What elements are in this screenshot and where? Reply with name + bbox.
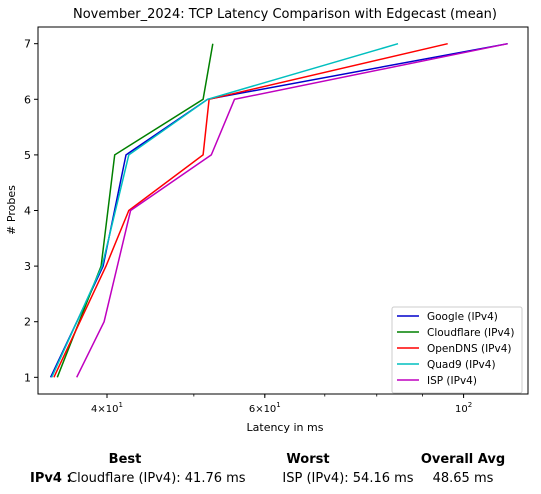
legend: Google (IPv4) Cloudflare (IPv4) OpenDNS (I… xyxy=(391,306,523,394)
y-axis: 1 2 3 4 5 6 7 xyxy=(24,38,38,384)
x-tick-label: 4×101 xyxy=(91,401,123,415)
worst-header: Worst xyxy=(286,452,330,467)
x-tick-label: 102 xyxy=(455,401,472,415)
summary-panel: Best Worst Overall Avg IPv4 : Cloudflare… xyxy=(0,448,541,494)
x-tick-label: 6×101 xyxy=(249,401,281,415)
legend-label: Cloudflare (IPv4) xyxy=(427,327,514,339)
overall-avg-header: Overall Avg xyxy=(420,452,506,467)
legend-label: OpenDNS (IPv4) xyxy=(427,343,512,355)
x-axis: 4×101 6×101 102 xyxy=(91,394,472,415)
best-value: Cloudflare (IPv4): 41.76 ms xyxy=(68,471,246,486)
y-tick-label: 1 xyxy=(24,371,31,384)
y-tick-label: 4 xyxy=(24,205,31,218)
series-layer xyxy=(49,42,508,378)
y-tick-label: 3 xyxy=(24,260,31,273)
y-tick-label: 6 xyxy=(24,93,31,106)
y-tick-label: 5 xyxy=(24,149,31,162)
legend-label: Quad9 (IPv4) xyxy=(427,359,496,371)
series-line-3 xyxy=(51,42,399,378)
x-axis-label: Latency in ms xyxy=(247,421,324,434)
y-tick-label: 7 xyxy=(24,38,31,51)
latency-chart: November_2024: TCP Latency Comparison wi… xyxy=(5,7,529,434)
ipv4-row-label: IPv4 : xyxy=(30,471,72,486)
chart-title: November_2024: TCP Latency Comparison wi… xyxy=(73,7,497,22)
worst-value: ISP (IPv4): 54.16 ms xyxy=(282,471,414,486)
legend-box xyxy=(391,306,523,394)
y-axis-label: # Probes xyxy=(5,185,18,235)
series-line-1 xyxy=(56,43,214,378)
best-header: Best xyxy=(108,452,142,467)
series-line-2 xyxy=(53,42,448,378)
y-tick-label: 2 xyxy=(24,316,31,329)
legend-label: Google (IPv4) xyxy=(427,311,498,323)
legend-label: ISP (IPv4) xyxy=(427,375,477,387)
series-line-4 xyxy=(76,42,508,378)
overall-avg-value: 48.65 ms xyxy=(432,471,494,486)
